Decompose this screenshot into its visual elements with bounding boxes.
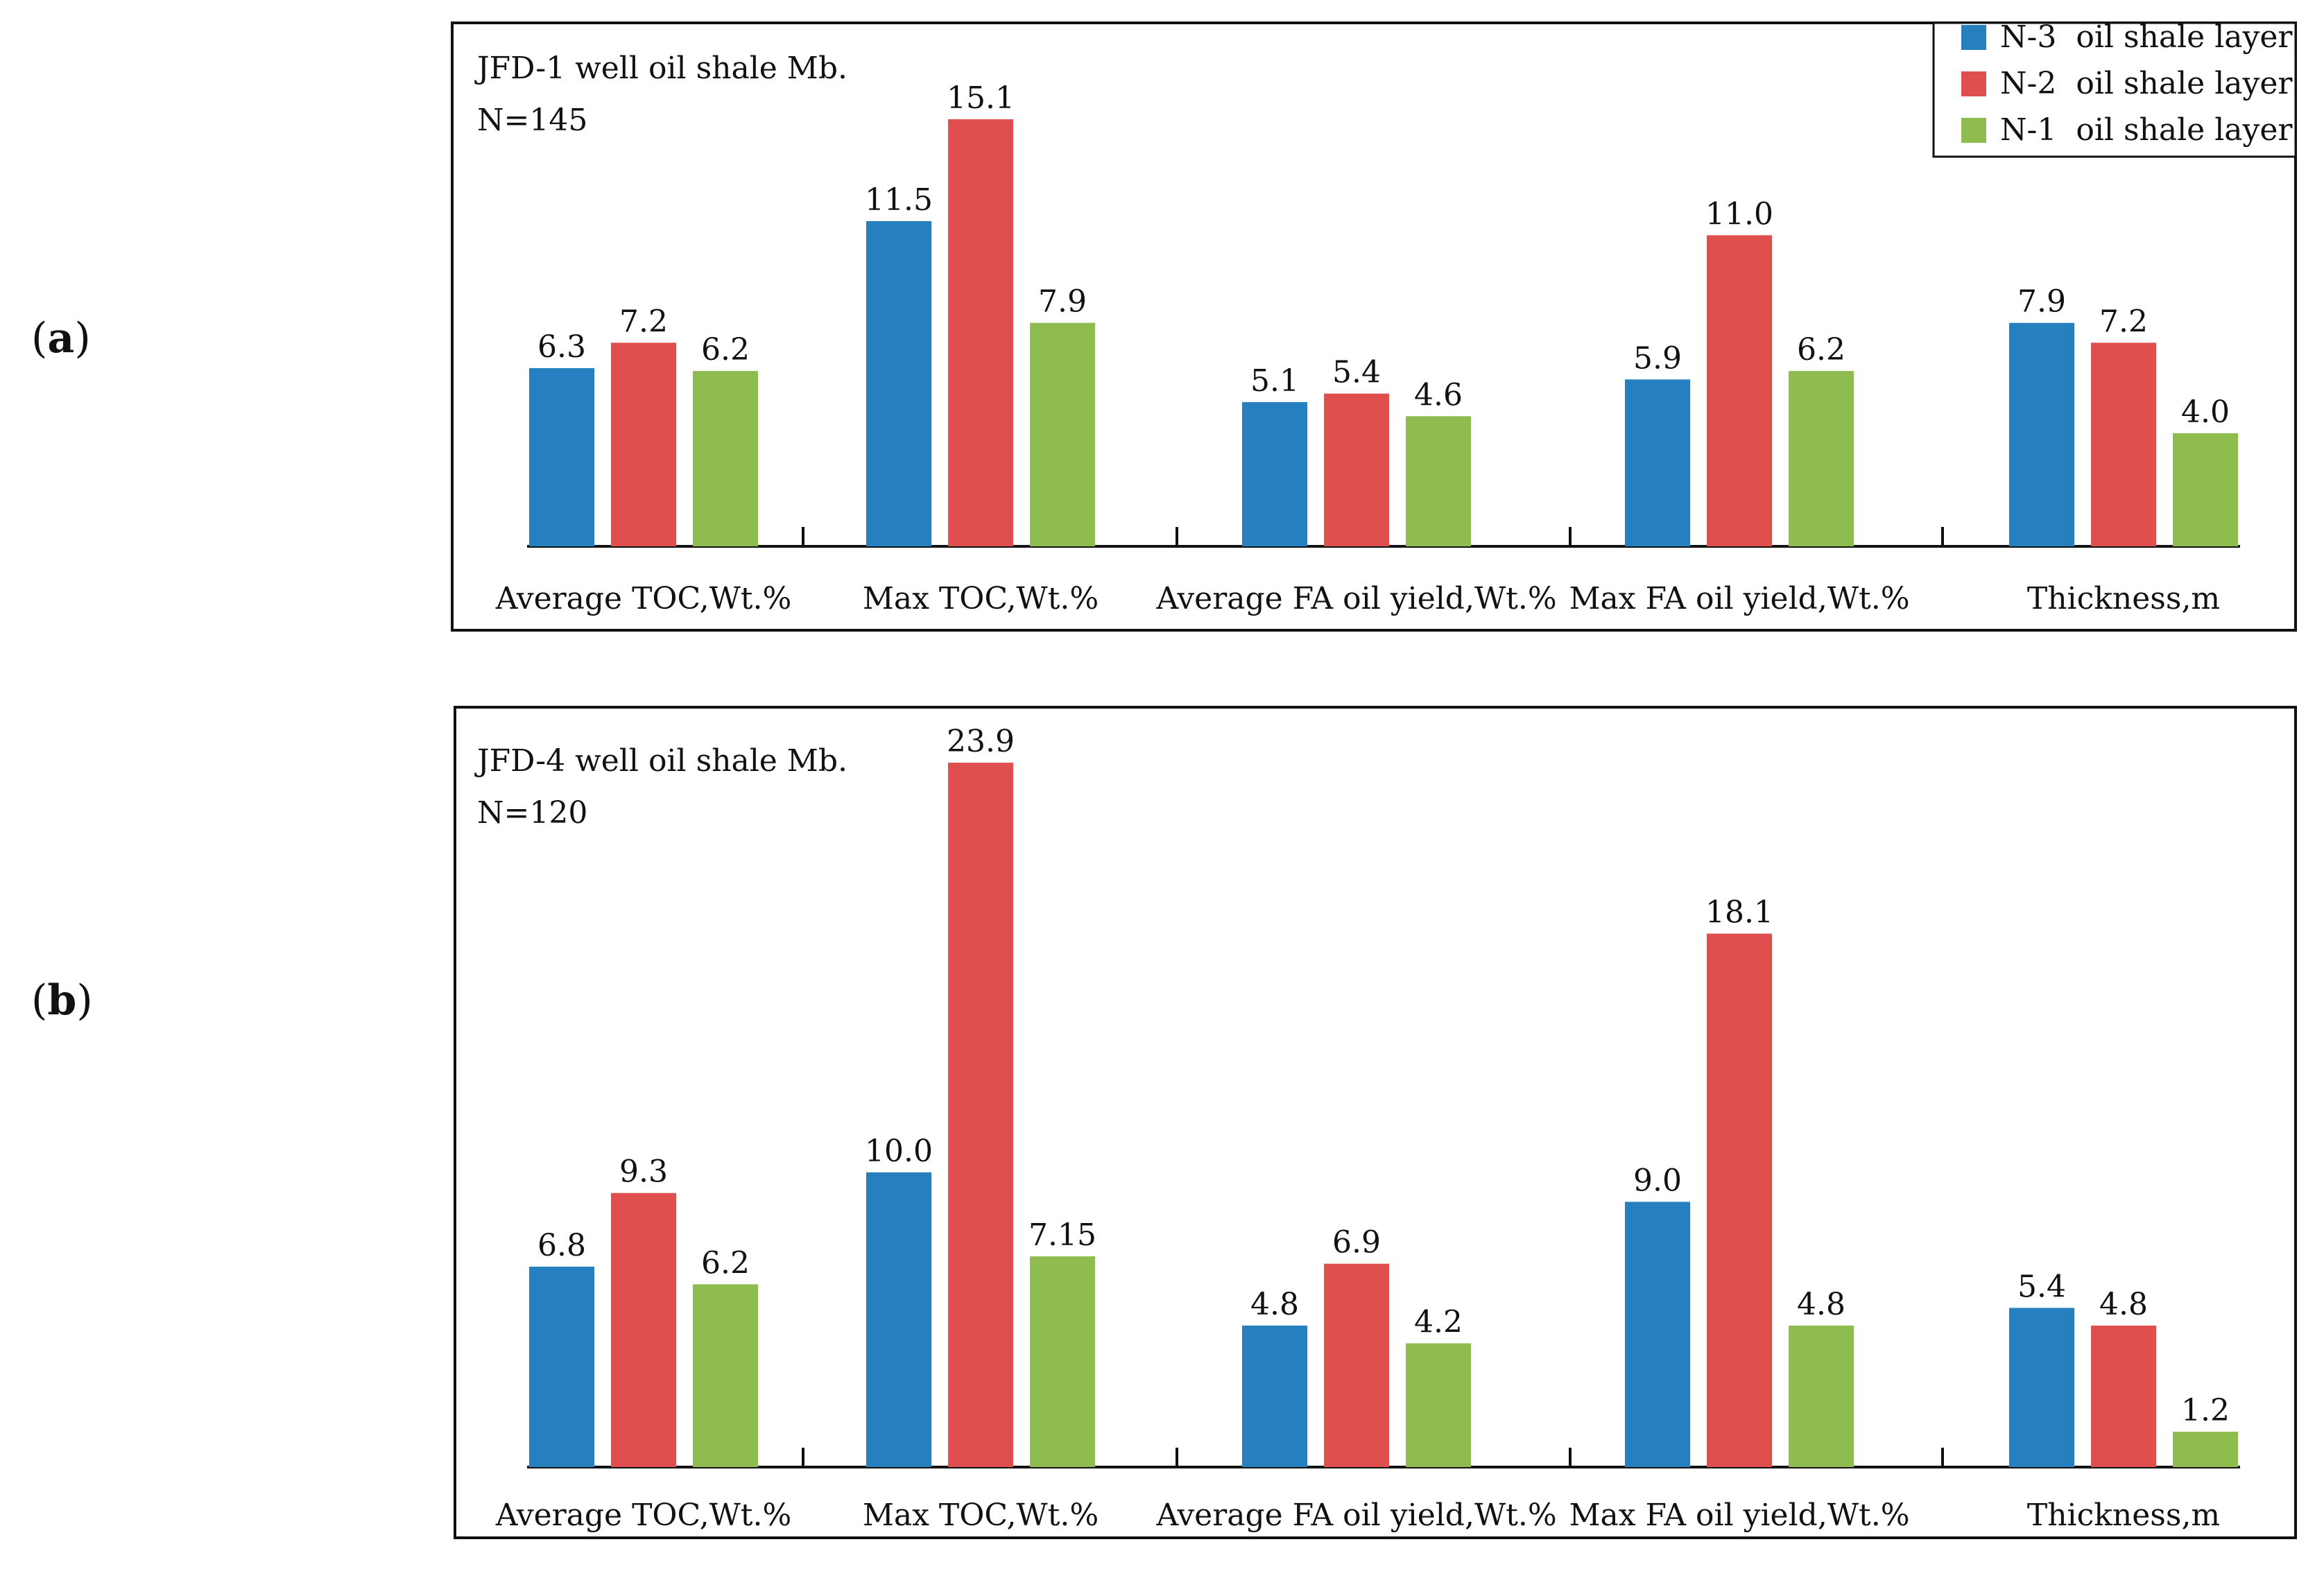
panel-b-value-label-n-2-2: 23.9	[947, 724, 1015, 759]
panel-a-title: JFD-1 well oil shale Mb.	[474, 51, 847, 86]
panel-a-bar-n-2-5	[2091, 343, 2156, 546]
panel-b-bar-n-2-3	[1324, 1263, 1389, 1467]
legend-swatch-n-3	[1961, 25, 1986, 50]
panel-a-value-label-n-1-4: 6.2	[1797, 332, 1845, 367]
panel-b-category-label-1: Average TOC,Wt.%	[495, 1498, 792, 1533]
panel-b-category-label-4: Max FA oil yield,Wt.%	[1569, 1498, 1909, 1533]
panel-b-value-labels: 6.8 9.3 6.2 10.0 23.9 7.15 4.8 6.9 4.2 9.0 18.1 4.8…	[537, 724, 2230, 1428]
panel-b-value-label-n-3-5: 5.4	[2017, 1269, 2066, 1304]
panel-b-bar-n-1-3	[1406, 1343, 1471, 1467]
panel-b-bar-n-3-4	[1625, 1202, 1690, 1467]
panel-b-value-label-n-2-1: 9.3	[619, 1154, 668, 1190]
panel-b-bar-n-3-2	[866, 1172, 931, 1467]
panel-b-bar-n-3-5	[2009, 1308, 2074, 1467]
panel-a-value-label-n-3-3: 5.1	[1250, 363, 1299, 399]
panel-b-category-label-3: Average FA oil yield,Wt.%	[1155, 1498, 1556, 1533]
panel-b-category-label-5: Thickness,m	[2027, 1498, 2220, 1533]
panel-a-bar-n-3-3	[1242, 401, 1307, 546]
panel-b-bar-n-1-4	[1789, 1325, 1854, 1467]
panel-b-value-label-n-1-5: 1.2	[2181, 1393, 2230, 1428]
panel-a: (a) JFD-1 well oil shale Mb. N=145 N-3 o…	[31, 19, 2297, 632]
panel-b-bar-n-3-1	[529, 1266, 594, 1467]
panel-a-bar-n-2-1	[611, 343, 676, 546]
panel-b-value-label-n-3-1: 6.8	[537, 1228, 586, 1263]
panel-a-bar-n-1-4	[1789, 371, 1854, 546]
panel-a-category-label-4: Max FA oil yield,Wt.%	[1569, 581, 1909, 616]
panel-a-value-label-n-1-1: 6.2	[701, 332, 750, 367]
panel-a-bar-n-3-5	[2009, 322, 2074, 546]
panel-b-bar-n-3-3	[1242, 1325, 1307, 1467]
panel-a-bar-n-3-2	[866, 220, 931, 546]
panel-a-bar-n-2-4	[1707, 235, 1772, 546]
panel-b-ticks	[802, 1448, 1944, 1467]
panel-b-bar-n-2-2	[948, 763, 1013, 1467]
panel-a-value-label-n-2-4: 11.0	[1705, 196, 1773, 232]
panel-a-category-label-2: Max TOC,Wt.%	[863, 581, 1099, 616]
panel-b-bar-n-1-2	[1030, 1256, 1095, 1467]
panel-a-bar-n-1-3	[1406, 416, 1471, 546]
panel-b-frame	[454, 706, 2297, 1539]
panel-a-ticks	[802, 527, 1944, 546]
panel-a-value-label-n-3-1: 6.3	[537, 329, 586, 365]
panel-a-value-label-n-2-2: 15.1	[947, 80, 1015, 116]
panel-a-category-label-1: Average TOC,Wt.%	[495, 581, 792, 616]
legend: N-3 oil shale layer N-2 oil shale layer N-…	[1932, 19, 2297, 158]
panel-a-bars	[529, 119, 2238, 546]
panel-b-title: JFD-4 well oil shale Mb.	[474, 743, 847, 779]
panel-b-value-label-n-2-4: 18.1	[1705, 895, 1773, 930]
panel-a-frame	[451, 21, 2297, 632]
panel-a-bar-n-1-2	[1030, 322, 1095, 546]
panel-b-value-label-n-1-3: 4.2	[1414, 1305, 1463, 1340]
panel-a-value-label-n-3-5: 7.9	[2017, 284, 2066, 320]
panel-b-bar-n-1-1	[693, 1284, 758, 1467]
panel-b-category-label-2: Max TOC,Wt.%	[863, 1498, 1099, 1533]
legend-swatch-n-2	[1961, 71, 1986, 96]
panel-b-bar-n-2-4	[1707, 933, 1772, 1467]
panel-b-value-label-n-1-1: 6.2	[701, 1245, 750, 1281]
panel-a-value-label-n-2-5: 7.2	[2099, 304, 2148, 339]
panel-a-value-label-n-2-3: 5.4	[1332, 355, 1381, 390]
panel-b-bars	[529, 763, 2238, 1467]
legend-swatch-n-1	[1961, 118, 1986, 143]
panel-a-bar-n-2-3	[1324, 393, 1389, 546]
panel-a-bar-n-1-5	[2173, 433, 2238, 546]
panel-b-value-label-n-3-4: 9.0	[1633, 1163, 1682, 1198]
panel-a-value-labels: 6.3 7.2 6.2 11.5 15.1 7.9 5.1 5.4 4.6 5.9 11.0 6.2 7…	[537, 80, 2230, 430]
legend-box	[1932, 21, 2297, 158]
panel-a-label: (a)	[31, 314, 91, 363]
panel-b-bar-n-2-5	[2091, 1325, 2156, 1467]
panel-b-value-label-n-3-3: 4.8	[1250, 1287, 1299, 1322]
panel-b-category-labels: Average TOC,Wt.% Max TOC,Wt.% Average FA o…	[495, 1498, 2220, 1533]
panel-a-bar-n-3-1	[529, 368, 594, 546]
panel-a-value-label-n-3-2: 11.5	[865, 182, 933, 218]
panel-a-category-label-3: Average FA oil yield,Wt.%	[1155, 581, 1556, 616]
panel-b-bar-n-2-1	[611, 1193, 676, 1467]
panel-b-sample-count: N=120	[477, 795, 587, 831]
panel-a-category-label-5: Thickness,m	[2027, 581, 2220, 616]
panel-a-category-labels: Average TOC,Wt.% Max TOC,Wt.% Average FA o…	[495, 581, 2220, 616]
panel-b-value-label-n-1-2: 7.15	[1028, 1217, 1096, 1253]
panel-a-value-label-n-1-2: 7.9	[1038, 284, 1087, 320]
panel-a-value-label-n-3-4: 5.9	[1633, 340, 1682, 376]
legend-label-n-3: N-3 oil shale layer	[2000, 19, 2293, 55]
panel-b-label: (b)	[31, 976, 93, 1025]
panel-a-sample-count: N=145	[477, 103, 587, 138]
panel-a-value-label-n-1-5: 4.0	[2181, 395, 2230, 430]
panel-b-value-label-n-1-4: 4.8	[1797, 1287, 1845, 1322]
panel-b-value-label-n-2-3: 6.9	[1332, 1225, 1381, 1260]
panel-a-value-label-n-1-3: 4.6	[1414, 377, 1463, 413]
panel-a-bar-n-3-4	[1625, 379, 1690, 546]
panel-a-bar-n-2-2	[948, 119, 1013, 546]
panel-a-value-label-n-2-1: 7.2	[619, 304, 668, 339]
panel-b: (b) JFD-4 well oil shale Mb. N=120 6.8 9.…	[31, 706, 2297, 1539]
legend-items: N-3 oil shale layer N-2 oil shale layer N-…	[1961, 19, 2293, 148]
panel-b-value-label-n-3-2: 10.0	[865, 1134, 933, 1169]
legend-label-n-2: N-2 oil shale layer	[2000, 66, 2293, 101]
panel-b-value-label-n-2-5: 4.8	[2099, 1287, 2148, 1322]
legend-label-n-1: N-1 oil shale layer	[2000, 112, 2293, 148]
panel-a-bar-n-1-1	[693, 371, 758, 546]
panel-b-bar-n-1-5	[2173, 1432, 2238, 1467]
